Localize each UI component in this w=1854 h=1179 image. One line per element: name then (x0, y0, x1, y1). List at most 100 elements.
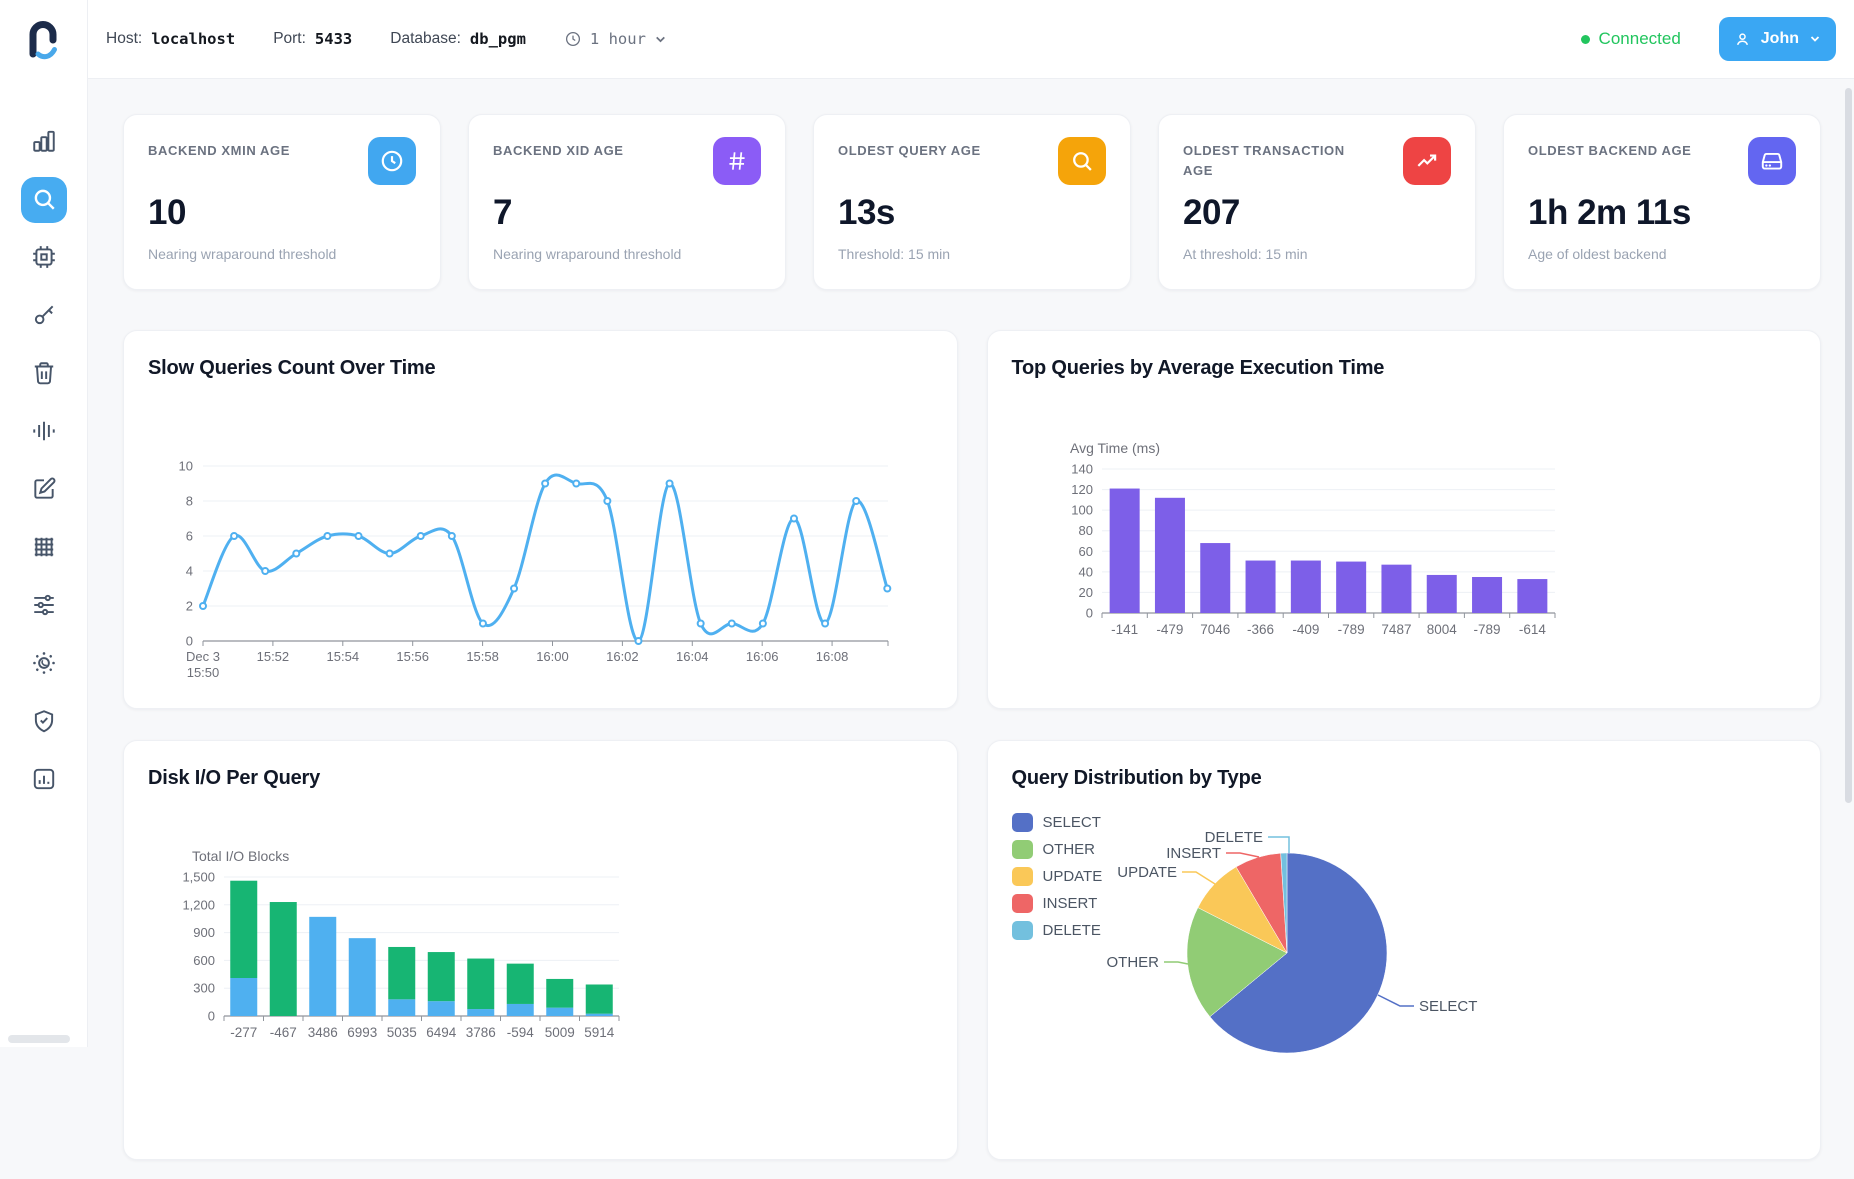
sliders-icon (31, 592, 57, 621)
sidebar-item-cleanup[interactable] (21, 351, 67, 397)
chart-square-icon (31, 766, 57, 795)
svg-text:600: 600 (193, 953, 215, 968)
svg-text:3486: 3486 (308, 1025, 338, 1040)
svg-text:0: 0 (186, 634, 193, 649)
stat-value: 207 (1183, 193, 1451, 233)
horizontal-scrollbar-thumb[interactable] (8, 1035, 70, 1043)
connection-status: Connected (1581, 29, 1681, 49)
svg-text:5914: 5914 (584, 1025, 615, 1040)
svg-text:10: 10 (179, 459, 193, 474)
stat-subtitle: Threshold: 15 min (838, 246, 1106, 262)
legend-swatch (1012, 840, 1033, 859)
host-value: localhost (151, 30, 235, 48)
svg-text:16:00: 16:00 (536, 649, 569, 664)
bar-chart-icon (31, 128, 57, 157)
svg-text:0: 0 (208, 1009, 215, 1024)
svg-text:-409: -409 (1292, 622, 1319, 637)
stat-label: BACKEND XMIN AGE (148, 137, 290, 161)
sidebar-item-editor[interactable] (21, 467, 67, 513)
sidebar-item-theme[interactable] (21, 641, 67, 687)
svg-text:DELETE: DELETE (1204, 829, 1262, 846)
svg-text:16:02: 16:02 (606, 649, 639, 664)
sun-icon (31, 650, 57, 679)
time-range-value: 1 hour (590, 30, 646, 48)
svg-text:300: 300 (193, 981, 215, 996)
port-field: Port: 5433 (273, 30, 352, 48)
sidebar-item-queries[interactable] (21, 177, 67, 223)
sidebar (0, 0, 88, 1047)
svg-text:-789: -789 (1337, 622, 1364, 637)
legend-label: INSERT (1043, 895, 1098, 912)
stat-label: OLDEST TRANSACTION AGE (1183, 137, 1368, 180)
svg-text:4: 4 (186, 564, 193, 579)
user-menu-button[interactable]: John (1719, 17, 1836, 61)
stat-card-oldest-backend-age: OLDEST BACKEND AGE 1h 2m 11s Age of olde… (1503, 114, 1821, 290)
legend-swatch (1012, 921, 1033, 940)
sidebar-item-keys[interactable] (21, 293, 67, 339)
svg-text:-467: -467 (270, 1025, 297, 1040)
legend-swatch (1012, 813, 1033, 832)
svg-text:60: 60 (1078, 544, 1092, 559)
legend-item-insert[interactable]: INSERT (1012, 894, 1103, 913)
svg-text:8004: 8004 (1426, 622, 1457, 637)
stat-subtitle: Age of oldest backend (1528, 246, 1796, 262)
legend-item-select[interactable]: SELECT (1012, 813, 1103, 832)
svg-text:Total I/O Blocks: Total I/O Blocks (192, 848, 289, 864)
port-value: 5433 (315, 30, 352, 48)
stat-value: 10 (148, 193, 416, 233)
svg-text:Avg Time (ms): Avg Time (ms) (1070, 440, 1160, 456)
legend-label: UPDATE (1043, 868, 1103, 885)
sidebar-item-activity[interactable] (21, 409, 67, 455)
vertical-scrollbar-thumb[interactable] (1845, 88, 1852, 803)
svg-text:15:50: 15:50 (187, 665, 220, 680)
svg-text:6: 6 (186, 529, 193, 544)
svg-text:1,200: 1,200 (182, 897, 215, 912)
key-icon (31, 302, 57, 331)
svg-text:-277: -277 (230, 1025, 257, 1040)
time-range-dropdown[interactable]: 1 hour (564, 30, 667, 48)
stat-card-oldest-transaction-age: OLDEST TRANSACTION AGE 207 At threshold:… (1158, 114, 1476, 290)
database-value: db_pgm (470, 30, 526, 48)
legend-item-delete[interactable]: DELETE (1012, 921, 1103, 940)
sidebar-item-cpu[interactable] (21, 235, 67, 281)
shield-check-icon (31, 708, 57, 737)
audio-lines-icon (31, 418, 57, 447)
sidebar-item-reports[interactable] (21, 757, 67, 803)
sidebar-item-tables[interactable] (21, 525, 67, 571)
svg-text:0: 0 (1085, 606, 1092, 621)
stat-label: BACKEND XID AGE (493, 137, 624, 161)
edit-icon (31, 476, 57, 505)
stat-label: OLDEST BACKEND AGE (1528, 137, 1691, 161)
search-icon (1058, 137, 1106, 185)
stat-subtitle: Nearing wraparound threshold (493, 246, 761, 262)
svg-text:15:56: 15:56 (396, 649, 429, 664)
svg-text:1,500: 1,500 (182, 870, 215, 885)
top-header: Host: localhost Port: 5433 Database: db_… (88, 0, 1854, 79)
sidebar-item-security[interactable] (21, 699, 67, 745)
svg-text:15:58: 15:58 (466, 649, 499, 664)
user-name: John (1761, 30, 1799, 48)
chart-title: Disk I/O Per Query (148, 767, 320, 790)
svg-text:-141: -141 (1111, 622, 1138, 637)
legend-swatch (1012, 867, 1033, 886)
sidebar-nav (0, 119, 87, 803)
trash-icon (31, 360, 57, 389)
sidebar-item-dashboard[interactable] (21, 119, 67, 165)
query-distribution-chart-card: Query Distribution by Type SELECT OTHER … (987, 740, 1822, 1160)
svg-text:OTHER: OTHER (1106, 954, 1159, 971)
svg-text:6494: 6494 (426, 1025, 457, 1040)
stat-value: 1h 2m 11s (1528, 193, 1796, 233)
legend-item-other[interactable]: OTHER (1012, 840, 1103, 859)
chart-title: Query Distribution by Type (1012, 767, 1262, 790)
hard-drive-icon (1748, 137, 1796, 185)
stat-card-backend-xid-age: BACKEND XID AGE 7 Nearing wraparound thr… (468, 114, 786, 290)
query-distribution-pie-chart: SELECT OTHER UPDATE INSERT DELETE (988, 801, 1821, 1160)
legend-swatch (1012, 894, 1033, 913)
clock-icon (564, 30, 582, 48)
svg-text:6993: 6993 (347, 1025, 377, 1040)
legend-item-update[interactable]: UPDATE (1012, 867, 1103, 886)
svg-text:120: 120 (1071, 482, 1093, 497)
sidebar-item-settings[interactable] (21, 583, 67, 629)
